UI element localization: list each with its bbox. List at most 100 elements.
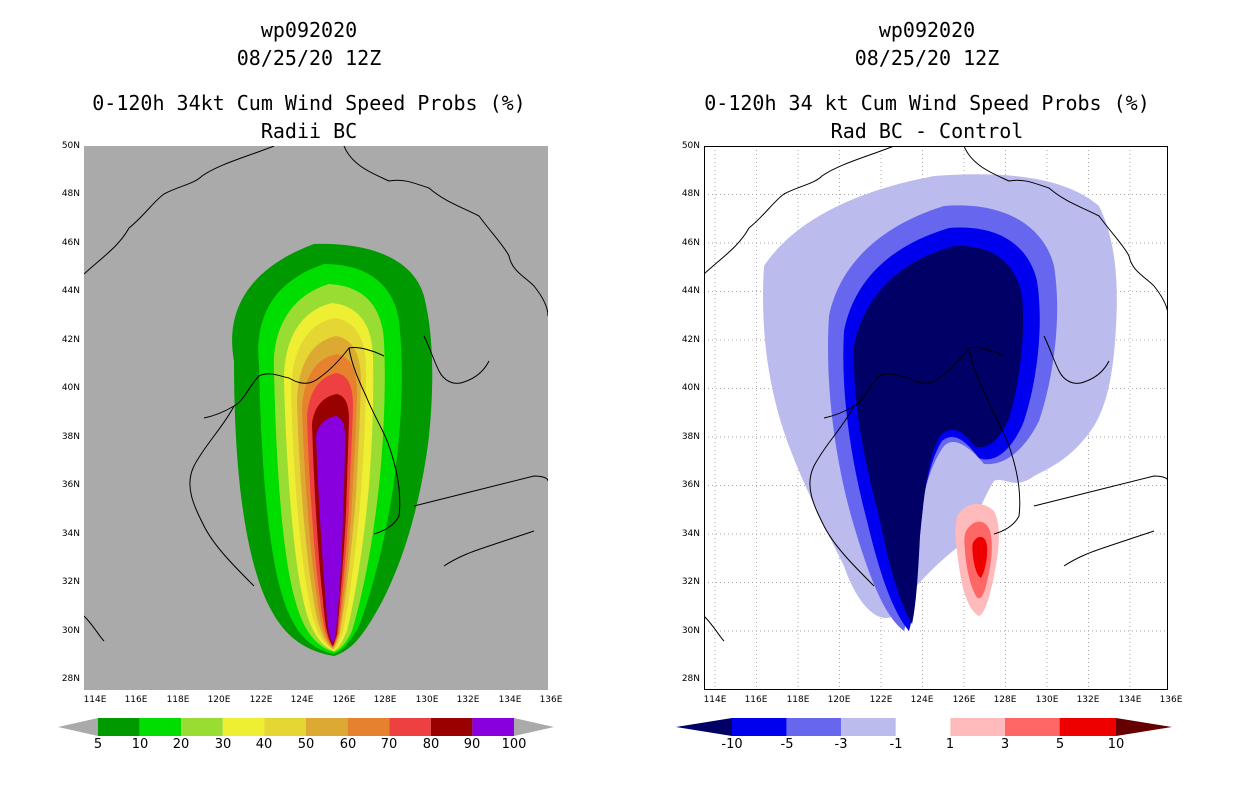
colorbar-bin-20-30: [181, 718, 223, 736]
colorbar-label: 50: [297, 737, 315, 752]
colorbar-label: -3: [834, 737, 848, 752]
colorbar: [58, 718, 554, 736]
colorbar-label: 40: [255, 737, 273, 752]
probability-map: 50N 48N 46N 44N 42N 40N 38N 36N 34N 32N …: [62, 141, 563, 705]
lat-label: 36N: [681, 480, 700, 490]
lon-label: 124E: [290, 695, 314, 705]
colorbar-label: 10: [131, 737, 149, 752]
lat-label: 50N: [61, 141, 80, 151]
lon-label: 114E: [703, 695, 727, 705]
plot-subtitle: Rad BC - Control: [830, 119, 1024, 143]
colorbar-label: -5: [780, 737, 794, 752]
lon-label: 128E: [373, 695, 397, 705]
lat-label: 46N: [681, 238, 700, 248]
colorbar-label: 60: [339, 737, 357, 752]
lon-label: 126E: [952, 695, 976, 705]
plot-title: 0-120h 34kt Cum Wind Speed Probs (%): [92, 91, 526, 115]
lon-label: 136E: [1159, 695, 1183, 705]
lat-label: 42N: [61, 335, 80, 345]
lon-label: 118E: [166, 695, 190, 705]
colorbar-bin--1-1: [895, 718, 951, 736]
datetime: 08/25/20 12Z: [854, 46, 1000, 70]
colorbar-bin-50-60: [306, 718, 348, 736]
lat-label: 30N: [681, 626, 700, 636]
lat-label: 48N: [681, 189, 700, 199]
lat-label: 38N: [61, 432, 80, 442]
colorbar-bin-60-70: [347, 718, 390, 736]
colorbar-bin-5-10: [98, 718, 140, 736]
lon-label: 122E: [869, 695, 893, 705]
lon-label: 114E: [83, 695, 107, 705]
lat-label: 28N: [61, 674, 80, 684]
lon-label: 124E: [910, 695, 934, 705]
colorbar-bin-3-5: [1005, 718, 1060, 736]
colorbar-under: [676, 718, 732, 736]
lat-label: 34N: [681, 529, 700, 539]
colorbar-label: 10: [1107, 737, 1125, 752]
lon-label: 118E: [786, 695, 810, 705]
colorbar-bin-90-100: [472, 718, 514, 736]
colorbar-bin-1-3: [950, 718, 1005, 736]
lat-label: 28N: [681, 674, 700, 684]
colorbar-label: -10: [721, 737, 743, 752]
contour-90: [316, 416, 345, 643]
colorbar-bin--10--5: [732, 718, 787, 736]
lat-label: 40N: [681, 383, 700, 393]
right-panel: wp092020 08/25/20 12Z 0-120h 34 kt Cum W…: [618, 0, 1236, 800]
colorbar-over: [1116, 718, 1172, 736]
left-panel: wp092020 08/25/20 12Z 0-120h 34kt Cum Wi…: [58, 18, 563, 752]
lon-label: 126E: [332, 695, 356, 705]
difference-map: 50N 48N 46N 44N 42N 40N 38N 36N 34N 32N …: [682, 141, 1183, 705]
colorbar-bin-80-90: [430, 718, 473, 736]
lat-label: 32N: [681, 577, 700, 587]
plot-title: 0-120h 34 kt Cum Wind Speed Probs (%): [704, 91, 1150, 115]
colorbar-bin-10-20: [139, 718, 182, 736]
lon-label: 134E: [498, 695, 522, 705]
lon-label: 120E: [827, 695, 851, 705]
colorbar-under: [58, 718, 98, 736]
lon-label: 116E: [124, 695, 148, 705]
colorbar-bin--3--1: [841, 718, 896, 736]
lon-label: 132E: [1076, 695, 1100, 705]
colorbar-bin--5--3: [786, 718, 842, 736]
lat-label: 44N: [681, 286, 700, 296]
colorbar-label: 5: [1055, 737, 1065, 752]
lat-label: 48N: [61, 189, 80, 199]
colorbar: [676, 718, 1172, 736]
plot-subtitle: Radii BC: [260, 119, 358, 143]
lat-label: 30N: [61, 626, 80, 636]
colorbar-label: 70: [380, 737, 398, 752]
colorbar-label: 20: [172, 737, 190, 752]
colorbar-bin-40-50: [264, 718, 306, 736]
contour-plus-5: [972, 536, 988, 578]
colorbar-over: [514, 718, 554, 736]
lon-label: 122E: [249, 695, 273, 705]
lon-label: 130E: [1035, 695, 1059, 705]
lat-label: 36N: [61, 480, 80, 490]
colorbar-label: 1: [945, 737, 955, 752]
colorbar-label: -1: [889, 737, 903, 752]
colorbar-label: 80: [422, 737, 440, 752]
lon-label: 128E: [993, 695, 1017, 705]
contour-minus-10: [853, 245, 1024, 625]
coastlines: [704, 146, 1168, 642]
coastlines: [84, 146, 548, 642]
colorbar-label: 100: [501, 737, 527, 752]
datetime: 08/25/20 12Z: [236, 46, 382, 70]
lon-label: 130E: [415, 695, 439, 705]
storm-id: wp092020: [260, 18, 358, 42]
lon-label: 120E: [207, 695, 231, 705]
colorbar-label: 3: [1000, 737, 1010, 752]
lat-label: 32N: [61, 577, 80, 587]
lat-label: 42N: [681, 335, 700, 345]
lat-label: 50N: [681, 141, 700, 151]
map-frame: [704, 146, 1168, 690]
lat-label: 40N: [61, 383, 80, 393]
lon-label: 132E: [456, 695, 480, 705]
colorbar-bin-5-10: [1059, 718, 1116, 736]
lat-label: 34N: [61, 529, 80, 539]
lat-label: 38N: [681, 432, 700, 442]
lon-label: 134E: [1118, 695, 1142, 705]
colorbar-label: 5: [93, 737, 103, 752]
colorbar-label: 90: [463, 737, 481, 752]
